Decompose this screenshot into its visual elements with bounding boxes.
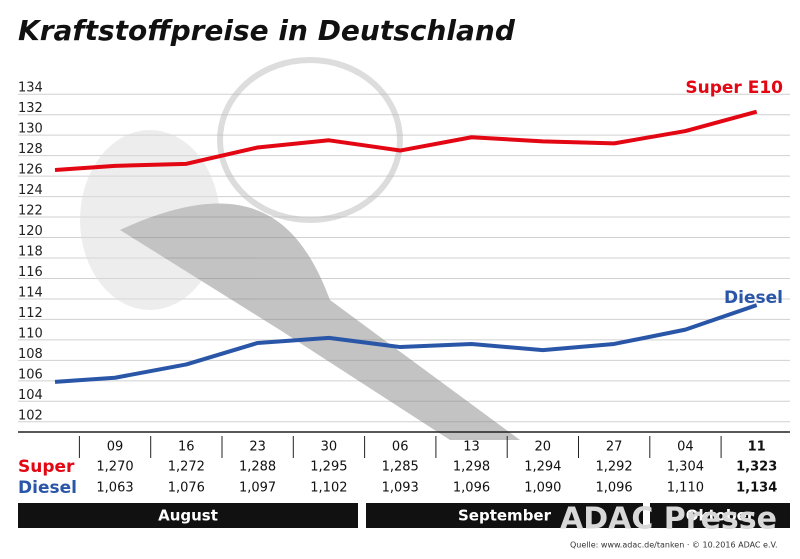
value-label: 1,304 <box>667 460 704 475</box>
value-label: 1,298 <box>453 460 490 475</box>
month-bar <box>650 503 790 528</box>
series-label: Diesel <box>724 288 783 308</box>
x-tick-label: 04 <box>677 440 694 455</box>
value-label: 1,096 <box>595 481 632 496</box>
value-label: 1,076 <box>168 481 205 496</box>
value-label: 1,096 <box>453 481 490 496</box>
series-line <box>54 303 758 384</box>
value-label: 1,292 <box>595 460 632 475</box>
x-tick-label: 27 <box>606 440 623 455</box>
y-tick-label: 102 <box>18 408 43 423</box>
row-label: Super <box>18 457 75 477</box>
pump-illustration <box>80 57 520 440</box>
y-tick-label: 104 <box>18 388 43 403</box>
value-label: 1,090 <box>524 481 561 496</box>
month-bar <box>18 503 358 528</box>
value-label: 1,294 <box>524 460 561 475</box>
value-label: 1,295 <box>310 460 347 475</box>
value-label: 1,285 <box>382 460 419 475</box>
x-tick-label: 23 <box>249 440 266 455</box>
chart-title: Kraftstoffpreise in Deutschland <box>18 14 516 47</box>
y-tick-label: 110 <box>18 326 43 341</box>
x-tick-label: 20 <box>535 440 552 455</box>
series-label: Super E10 <box>685 78 783 98</box>
month-label: August <box>158 507 218 525</box>
value-label: 1,063 <box>96 481 133 496</box>
y-tick-label: 106 <box>18 367 43 382</box>
y-tick-label: 130 <box>18 122 43 137</box>
x-tick-label: 11 <box>748 440 766 455</box>
x-tick-label: 16 <box>178 440 195 455</box>
source: Quelle: www.adac.de/tanken · © 10.2016 A… <box>570 541 778 550</box>
y-tick-label: 116 <box>18 265 43 280</box>
month-label: Oktober <box>686 507 755 525</box>
month-label: September <box>458 507 552 525</box>
x-tick-label: 09 <box>107 440 124 455</box>
x-tick-label: 06 <box>392 440 409 455</box>
value-label: 1,093 <box>382 481 419 496</box>
month-bar <box>366 503 643 528</box>
value-label: 1,134 <box>736 481 777 496</box>
value-label: 1,097 <box>239 481 276 496</box>
row-label: Diesel <box>18 478 77 498</box>
value-label: 1,323 <box>736 460 777 475</box>
value-label: 1,288 <box>239 460 276 475</box>
y-tick-label: 112 <box>18 306 43 321</box>
y-tick-label: 128 <box>18 142 43 157</box>
x-tick-label: 13 <box>463 440 480 455</box>
y-tick-label: 118 <box>18 245 43 260</box>
watermark: ADAC Presse <box>560 502 777 537</box>
y-tick-label: 132 <box>18 101 43 116</box>
value-label: 1,102 <box>310 481 347 496</box>
y-tick-label: 124 <box>18 183 43 198</box>
y-tick-label: 114 <box>18 285 43 300</box>
y-tick-label: 108 <box>18 347 43 362</box>
y-tick-label: 134 <box>18 81 43 96</box>
series-line <box>54 109 758 172</box>
y-tick-label: 126 <box>18 163 43 178</box>
x-tick-label: 30 <box>321 440 338 455</box>
value-label: 1,270 <box>96 460 133 475</box>
value-label: 1,272 <box>168 460 205 475</box>
y-tick-label: 122 <box>18 204 43 219</box>
y-tick-label: 120 <box>18 224 43 239</box>
value-label: 1,110 <box>667 481 704 496</box>
